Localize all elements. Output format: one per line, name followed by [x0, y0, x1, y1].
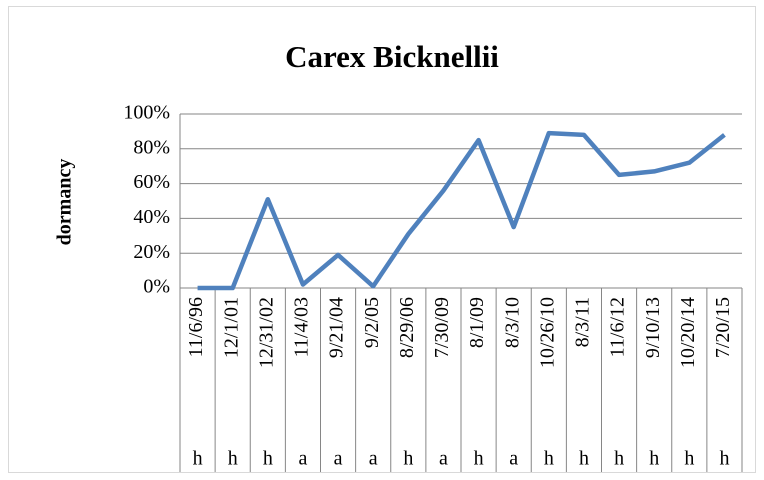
chart-title: Carex Bicknellii	[285, 39, 499, 74]
x-tick-label: 11/4/03	[291, 297, 313, 357]
x-tick-label: 11/6/96	[185, 297, 207, 357]
y-tick-label: 100%	[123, 102, 170, 124]
x-group-label: a	[369, 448, 378, 470]
x-tick-label: 7/30/09	[431, 297, 453, 358]
y-tick-label: 80%	[133, 136, 170, 158]
x-tick-label: 8/1/09	[466, 297, 488, 348]
x-tick-label: 8/3/10	[501, 297, 523, 348]
x-group-label: h	[193, 448, 203, 470]
x-group-label: h	[403, 448, 413, 470]
y-tick-label: 60%	[133, 171, 170, 193]
x-group-label: h	[719, 448, 729, 470]
x-tick-label: 8/29/06	[396, 297, 418, 358]
data-line	[197, 130, 726, 291]
y-axis-label: dormancy	[54, 159, 76, 246]
chart-frame	[8, 6, 756, 473]
x-group-label: h	[544, 448, 554, 470]
x-tick-label: 7/20/15	[712, 297, 734, 358]
x-group-label: h	[649, 448, 659, 470]
x-group-label: h	[474, 448, 484, 470]
x-tick-label: 9/21/04	[326, 297, 348, 358]
x-tick-label: 10/20/14	[677, 297, 699, 368]
x-tick-label: 12/1/01	[220, 297, 242, 358]
x-tick-label: 9/10/13	[642, 297, 664, 358]
x-tick-label: 8/3/11	[572, 297, 594, 347]
y-tick-label: 20%	[133, 241, 170, 263]
x-group-label: h	[263, 448, 273, 470]
x-tick-label: 9/2/05	[361, 297, 383, 348]
x-group-label: a	[509, 448, 518, 470]
x-tick-label: 10/26/10	[536, 297, 558, 368]
x-group-label: h	[684, 448, 694, 470]
x-group-label: h	[614, 448, 624, 470]
x-group-label: a	[439, 448, 448, 470]
y-tick-label: 0%	[143, 276, 170, 298]
y-tick-label: 40%	[133, 206, 170, 228]
x-tick-label: 12/31/02	[255, 297, 277, 368]
x-group-label: h	[579, 448, 589, 470]
x-group-label: a	[334, 448, 343, 470]
x-group-label: a	[298, 448, 307, 470]
x-group-label: h	[228, 448, 238, 470]
x-tick-label: 11/6/12	[607, 297, 629, 357]
